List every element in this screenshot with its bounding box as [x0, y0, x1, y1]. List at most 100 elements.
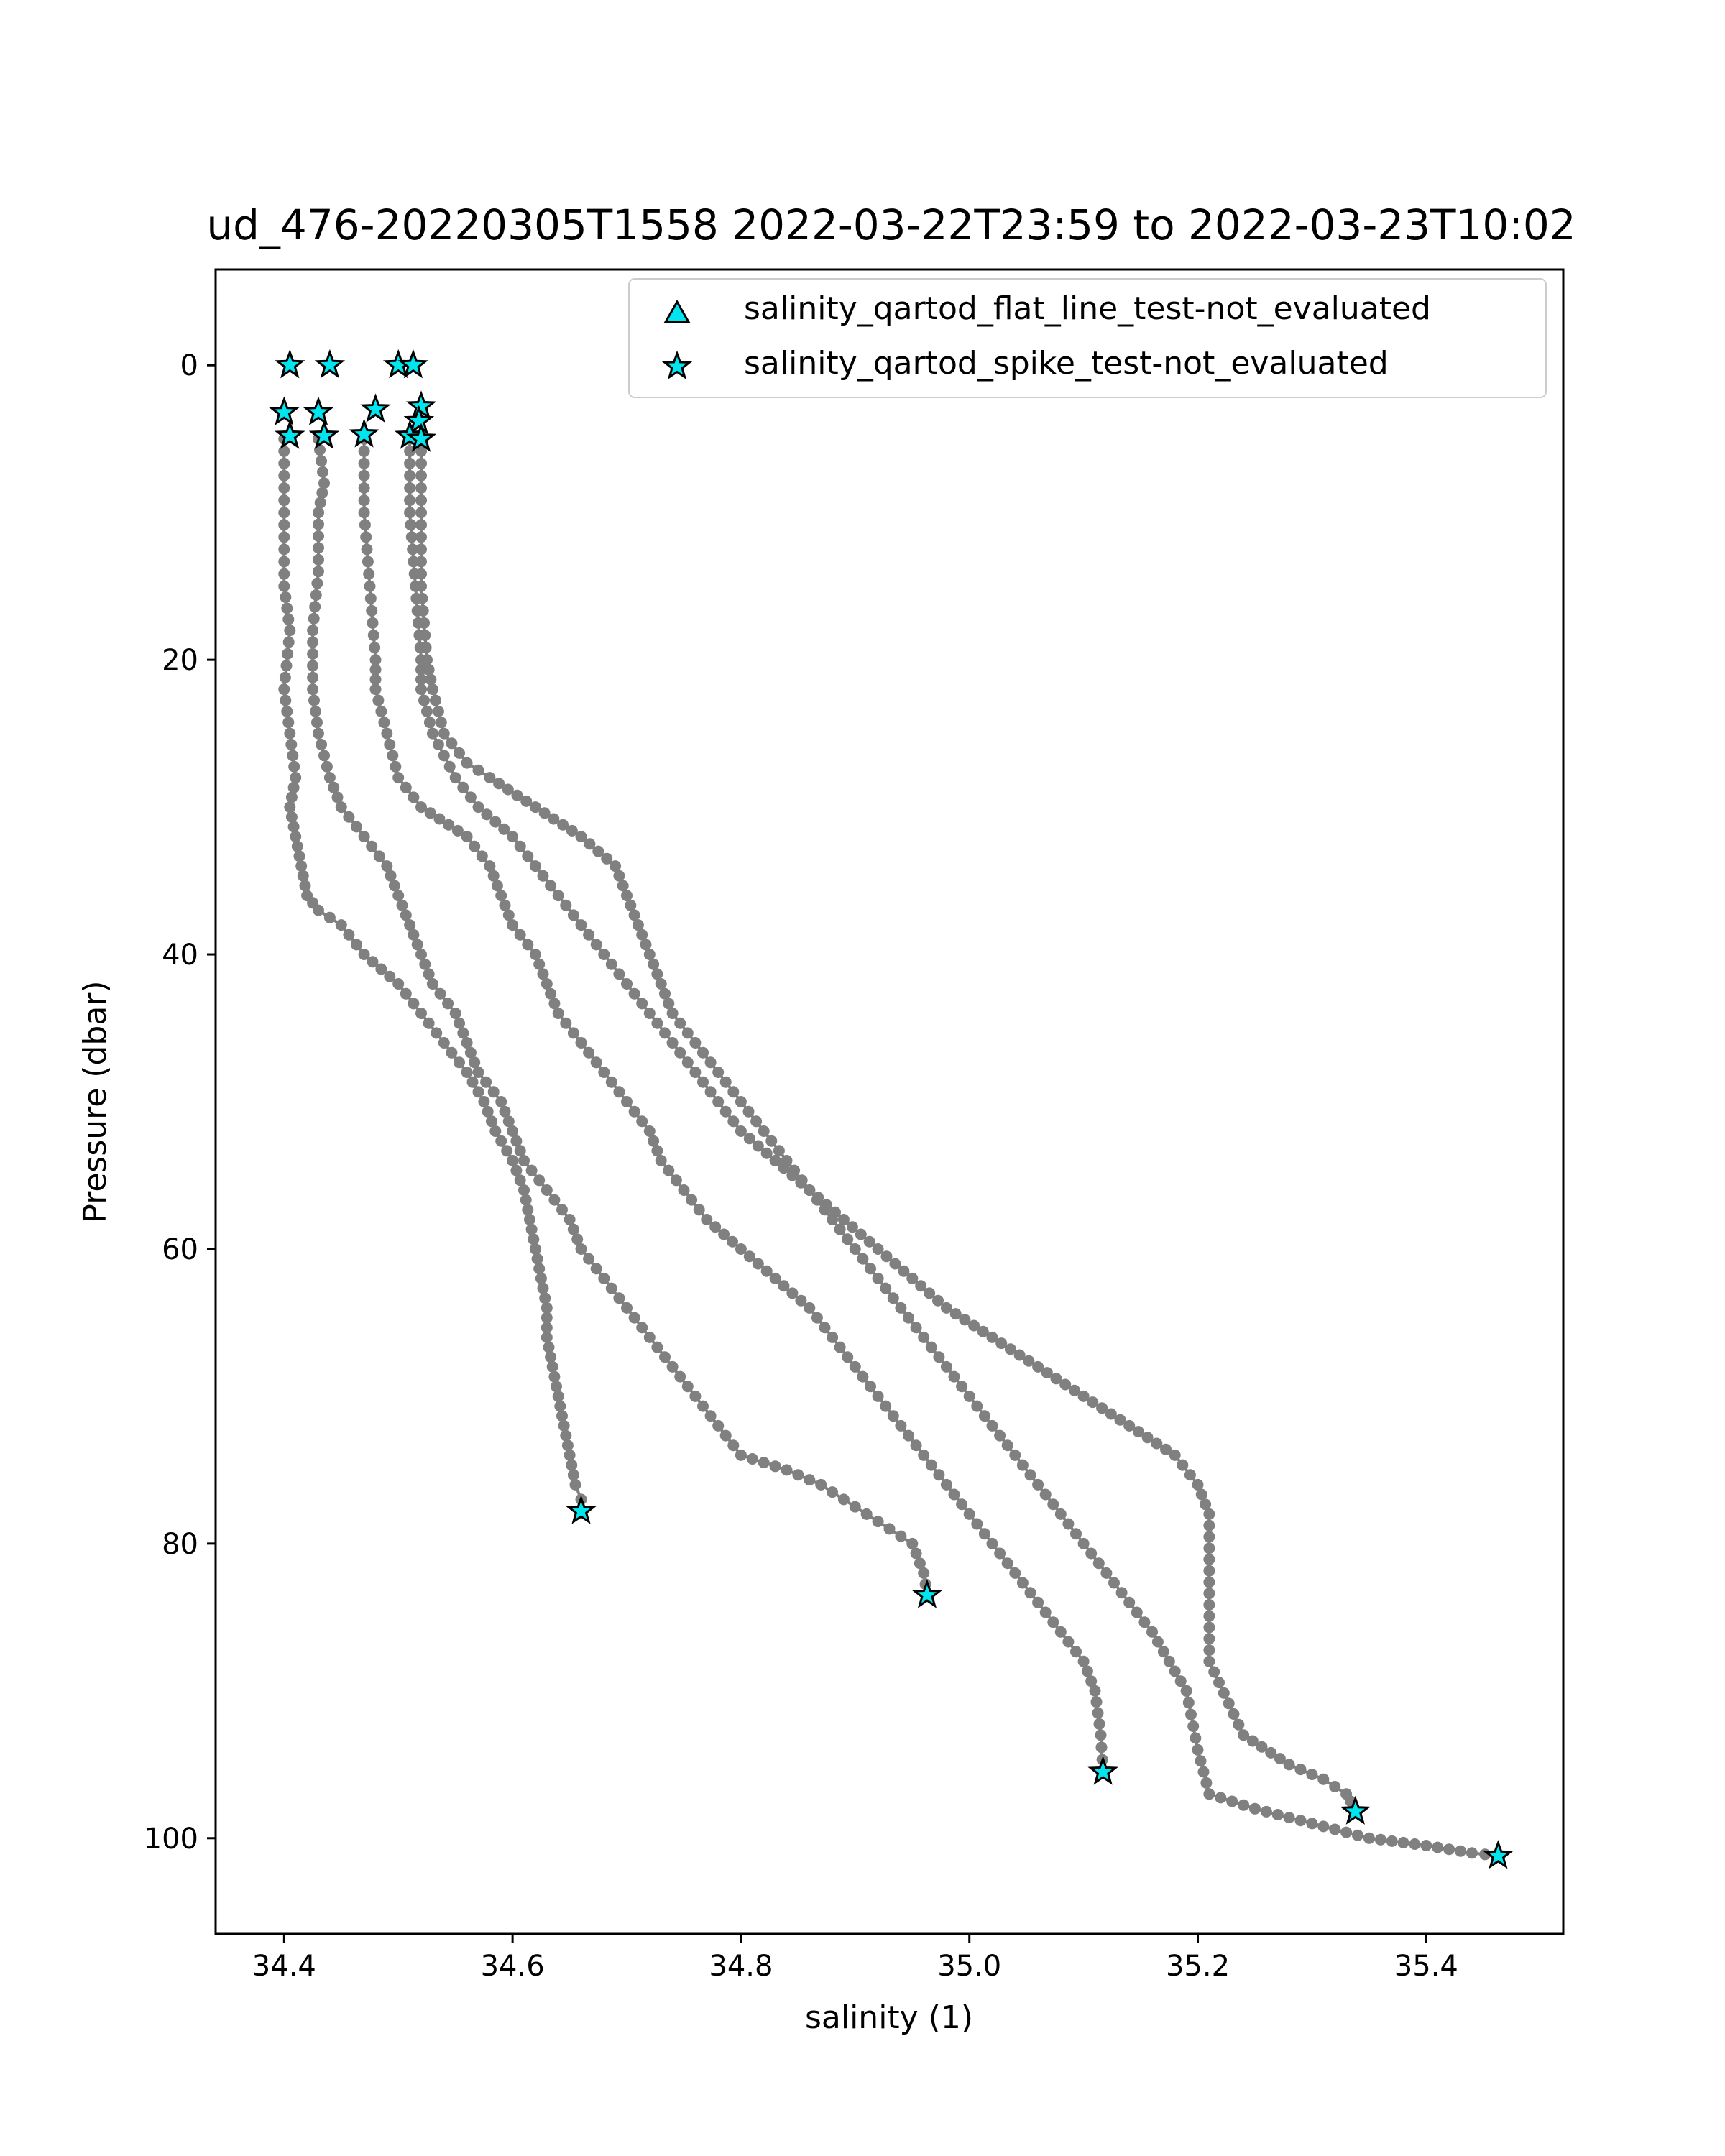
data-point — [449, 1008, 461, 1019]
data-point — [915, 1280, 927, 1292]
data-point — [359, 519, 371, 531]
data-point — [857, 1253, 869, 1265]
data-point — [372, 694, 385, 706]
data-point — [697, 1076, 709, 1088]
data-point — [918, 1449, 930, 1461]
data-point — [584, 838, 596, 850]
data-point — [1397, 1836, 1409, 1848]
data-point — [1218, 1687, 1230, 1699]
data-point — [415, 531, 427, 543]
data-point — [1283, 1759, 1295, 1771]
data-point — [1200, 1498, 1212, 1511]
data-point — [625, 899, 637, 911]
data-point — [495, 890, 507, 902]
data-point — [628, 909, 640, 921]
data-point — [712, 1419, 724, 1432]
data-point — [297, 870, 309, 882]
data-point — [742, 1105, 755, 1118]
data-point — [977, 1325, 989, 1337]
data-point — [986, 1419, 998, 1432]
data-point — [1420, 1840, 1432, 1851]
data-point — [1047, 1498, 1059, 1511]
data-point — [1054, 1626, 1067, 1638]
data-point — [284, 801, 296, 814]
data-point — [1054, 1508, 1067, 1520]
data-point — [804, 1302, 816, 1314]
data-point — [918, 1331, 930, 1343]
data-point — [387, 750, 399, 762]
data-point — [752, 1258, 764, 1270]
data-point — [1077, 1390, 1090, 1402]
data-point — [1228, 1708, 1240, 1720]
data-point — [438, 727, 450, 740]
data-point — [1157, 1646, 1169, 1658]
data-point — [520, 1194, 532, 1206]
data-point — [598, 1067, 610, 1078]
legend-label-spike: salinity_qartod_spike_test-not_evaluated — [744, 345, 1389, 382]
data-point — [335, 801, 347, 814]
data-point — [887, 1410, 899, 1422]
data-point — [601, 852, 613, 865]
data-point — [540, 1184, 553, 1196]
data-point — [1100, 1567, 1113, 1579]
data-point — [590, 939, 602, 951]
data-point — [760, 1147, 773, 1159]
data-point — [910, 1322, 922, 1334]
data-point — [472, 1086, 484, 1098]
data-point — [520, 795, 533, 807]
data-point — [735, 1125, 747, 1137]
data-point — [788, 1164, 801, 1176]
data-point — [1085, 1547, 1098, 1560]
data-point — [617, 880, 629, 892]
data-point — [493, 778, 505, 790]
data-point — [375, 963, 387, 975]
data-point — [701, 1214, 713, 1225]
data-point — [583, 1253, 595, 1265]
data-point — [678, 1184, 690, 1196]
data-point — [278, 519, 290, 531]
data-point — [648, 1135, 660, 1147]
spike-flag-star-marker — [360, 393, 391, 423]
data-point — [498, 823, 510, 835]
data-point — [567, 1027, 579, 1039]
data-point — [1185, 1708, 1197, 1720]
data-point — [358, 494, 370, 507]
data-point — [540, 978, 553, 990]
data-point — [454, 1017, 465, 1029]
data-point — [378, 717, 390, 729]
data-point — [417, 604, 429, 617]
data-point — [400, 987, 412, 1000]
data-point — [872, 1516, 884, 1528]
data-point — [880, 1250, 893, 1263]
data-point — [1070, 1528, 1082, 1540]
data-point — [367, 630, 380, 641]
data-point — [1114, 1414, 1126, 1426]
data-point — [529, 860, 541, 872]
data-point — [499, 899, 511, 911]
data-point — [392, 978, 405, 990]
data-point — [385, 870, 397, 882]
data-point — [1001, 1557, 1013, 1570]
data-point — [1081, 1665, 1093, 1677]
data-point — [522, 1204, 534, 1216]
data-point — [351, 821, 362, 833]
data-point — [659, 1027, 671, 1039]
data-point — [531, 1253, 543, 1265]
data-point — [418, 617, 430, 629]
data-point — [373, 850, 385, 862]
legend-box — [628, 278, 1547, 398]
chart-title: ud_476-20220305T1558 2022-03-22T23:59 to… — [206, 201, 1576, 249]
data-point — [316, 455, 327, 467]
data-point — [1085, 1675, 1098, 1687]
data-point — [358, 457, 370, 469]
data-point — [529, 1243, 541, 1255]
data-point — [381, 727, 393, 740]
legend: salinity_qartod_flat_line_test-not_evalu… — [628, 278, 1547, 398]
data-point — [367, 617, 379, 629]
data-point — [994, 1429, 1006, 1442]
data-point — [1009, 1567, 1021, 1579]
data-point — [415, 469, 427, 482]
data-point — [424, 807, 436, 819]
data-point — [491, 880, 503, 892]
